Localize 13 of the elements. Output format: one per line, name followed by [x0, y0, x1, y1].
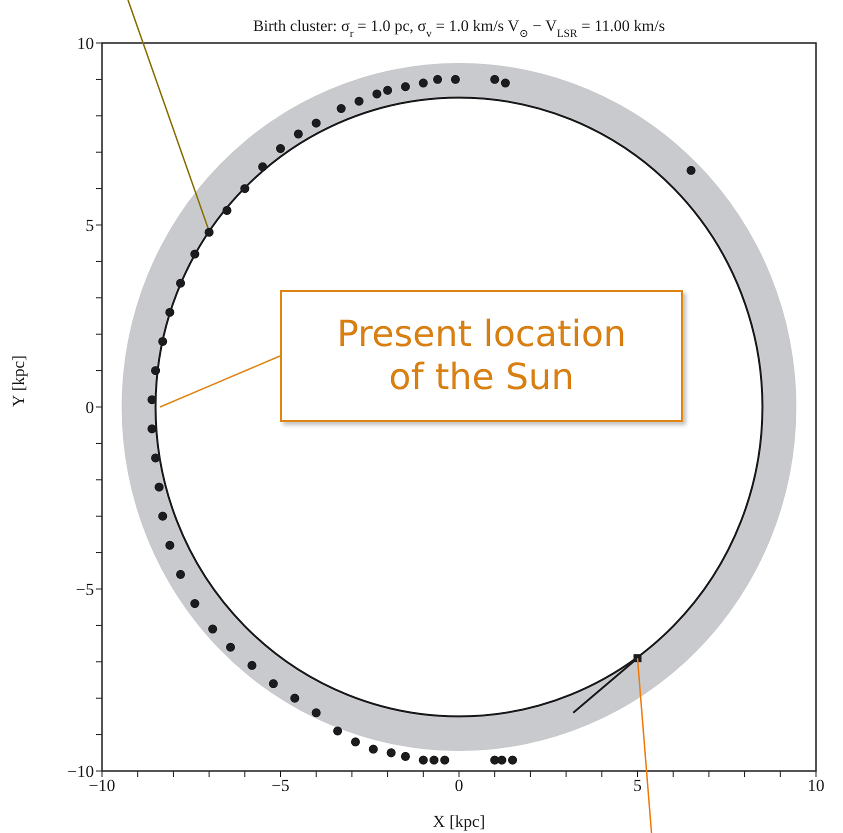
y-tick-label: 0: [86, 398, 94, 418]
y-tick-label: 10: [77, 34, 94, 54]
x-tick-label: 5: [633, 776, 642, 796]
annotation: Present location of the Sun: [280, 290, 683, 422]
x-tick-label: −5: [271, 776, 290, 796]
y-tick-label: 5: [86, 216, 94, 236]
y-tick-label: −10: [67, 762, 94, 782]
chart-title: Birth cluster: σ$_{r}$ = 1.0 pc, σ$_{v}$ = 1.0 km/s V$_{⊙}$ − V$_{LSR}$ = 11.00 km/s: [253, 18, 665, 40]
x-tick-label: 0: [454, 776, 464, 796]
y-axis-title: Y [kpc]: [9, 355, 28, 407]
y-tick-label: −5: [76, 580, 94, 600]
x-tick-label: 10: [808, 776, 824, 796]
x-axis-title: X [kpc]: [432, 812, 486, 831]
